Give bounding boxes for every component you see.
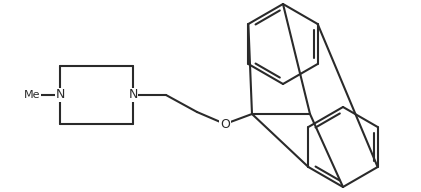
Text: N: N	[128, 89, 138, 102]
Text: O: O	[220, 118, 230, 131]
Text: Me: Me	[24, 90, 40, 100]
Text: N: N	[55, 89, 65, 102]
